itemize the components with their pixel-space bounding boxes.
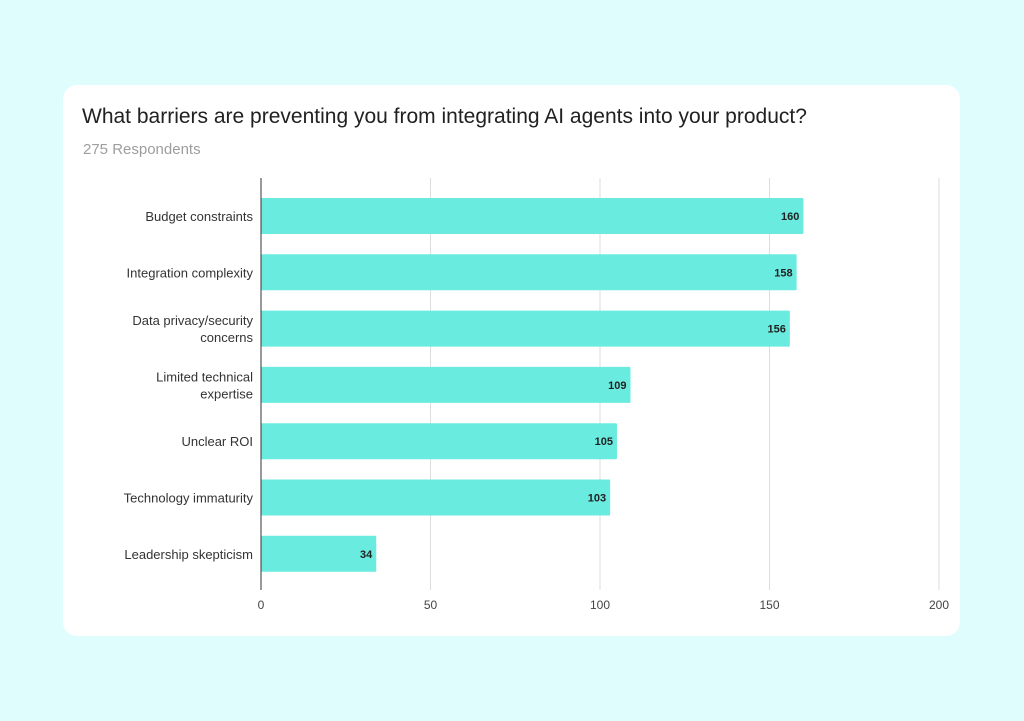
data-label: 105 bbox=[595, 436, 613, 448]
x-tick-label: 150 bbox=[759, 598, 779, 612]
category-label: concerns bbox=[200, 330, 253, 345]
x-tick-label: 50 bbox=[424, 598, 438, 612]
category-label: Technology immaturity bbox=[124, 491, 254, 506]
x-tick-label: 100 bbox=[590, 598, 610, 612]
category-label: Unclear ROI bbox=[181, 434, 253, 449]
chart-title: What barriers are preventing you from in… bbox=[82, 105, 807, 128]
data-label: 156 bbox=[767, 324, 785, 336]
category-label: Integration complexity bbox=[127, 265, 254, 280]
bar bbox=[261, 310, 790, 347]
bar bbox=[261, 423, 617, 460]
data-label: 160 bbox=[781, 211, 799, 223]
category-label: expertise bbox=[200, 386, 253, 401]
x-tick-label: 0 bbox=[258, 598, 265, 612]
data-label: 158 bbox=[774, 267, 792, 279]
bar bbox=[261, 366, 631, 403]
bar bbox=[261, 254, 797, 291]
bar bbox=[261, 535, 377, 572]
data-label: 34 bbox=[360, 549, 373, 561]
bar bbox=[261, 198, 804, 234]
data-label: 103 bbox=[588, 493, 606, 505]
bar bbox=[261, 479, 611, 516]
category-label: Budget constraints bbox=[145, 209, 253, 224]
x-tick-label: 200 bbox=[929, 598, 949, 612]
category-label: Data privacy/security bbox=[132, 313, 253, 328]
data-label: 109 bbox=[608, 380, 626, 392]
category-label: Limited technical bbox=[156, 369, 253, 384]
chart-card: What barriers are preventing you from in… bbox=[63, 85, 960, 636]
category-label: Leadership skepticism bbox=[124, 547, 253, 562]
chart-subtitle: 275 Respondents bbox=[83, 141, 201, 158]
